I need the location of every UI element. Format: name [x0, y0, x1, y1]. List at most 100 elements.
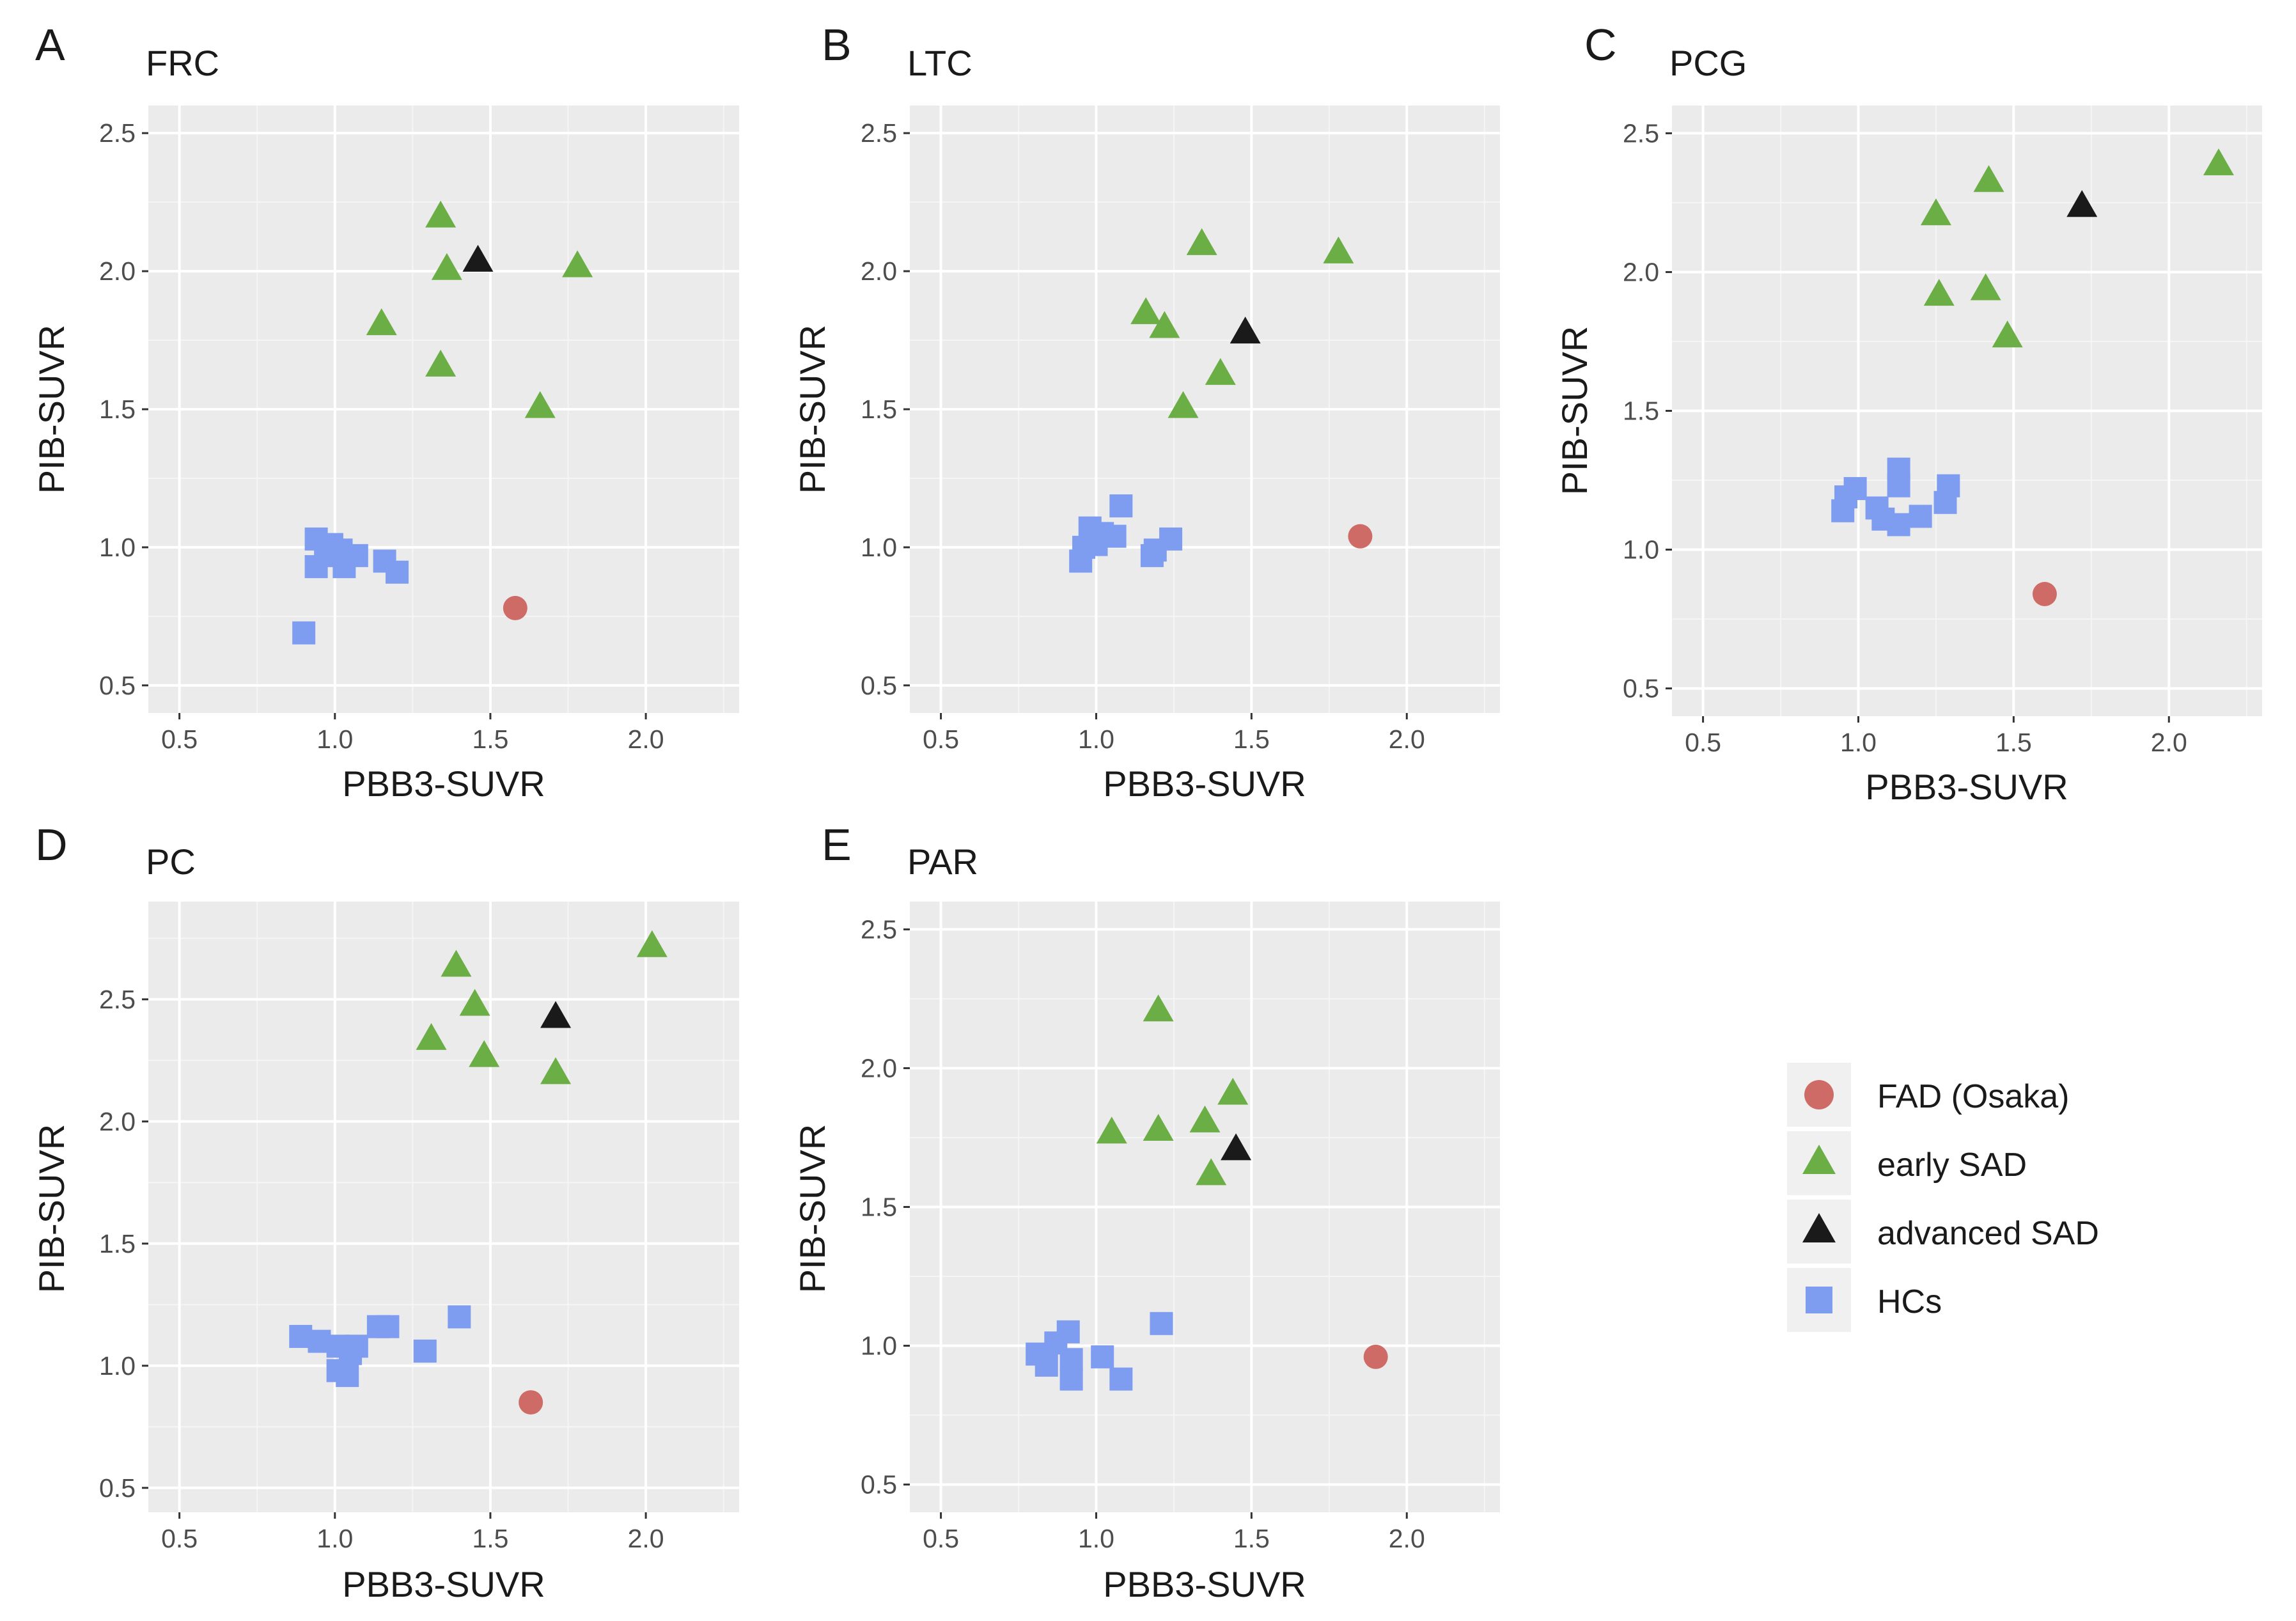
- data-point-early: [1149, 311, 1180, 338]
- y-axis-label-a: PIB-SUVR: [31, 325, 72, 494]
- y-tick-label: 2.5: [1623, 118, 1659, 148]
- x-tick-label: 1.0: [316, 1524, 353, 1553]
- panel-title-a: FRC: [146, 43, 219, 83]
- data-point-early: [416, 1022, 447, 1050]
- legend-label-advanced: advanced SAD: [1877, 1215, 2099, 1252]
- y-tick-label: 1.0: [99, 1351, 136, 1381]
- data-point-early: [1973, 165, 2004, 192]
- panel-letter-b: B: [822, 20, 852, 70]
- x-tick-label: 1.0: [1078, 724, 1114, 754]
- x-tick-label: 1.0: [1078, 1524, 1114, 1553]
- legend-key-hc: [1806, 1287, 1832, 1313]
- data-point-hc: [304, 555, 328, 579]
- data-point-early: [366, 308, 397, 336]
- data-point-early: [1196, 1158, 1227, 1186]
- data-point-early: [469, 1040, 500, 1067]
- data-point-hc: [336, 1364, 359, 1388]
- y-tick-label: 2.0: [99, 256, 136, 286]
- x-tick-label: 2.0: [628, 1524, 664, 1553]
- y-tick-label: 1.5: [861, 395, 897, 424]
- y-tick-label: 2.0: [861, 256, 897, 286]
- x-tick-label: 1.5: [1233, 1524, 1270, 1553]
- scatter-panel-d: 0.5 1.0 1.5 2.0 0.5 1.0 1.5 2.0 2.5: [99, 902, 739, 1553]
- y-tick-label: 2.0: [1623, 257, 1659, 286]
- data-point-advanced: [1221, 1133, 1252, 1161]
- x-axis-label-e: PBB3-SUVR: [1103, 1564, 1306, 1604]
- y-tick-label: 0.5: [861, 671, 897, 700]
- y-tick-label: 2.5: [861, 118, 897, 148]
- y-tick-label: 2.0: [861, 1053, 897, 1083]
- data-point-early: [1168, 391, 1199, 418]
- data-point-fad: [503, 595, 527, 620]
- legend: FAD (Osaka) early SAD advanced SAD HCs: [1787, 1063, 2099, 1332]
- data-point-hc: [1933, 490, 1957, 514]
- y-tick-label: 1.0: [1623, 535, 1659, 565]
- data-point-hc: [1091, 1345, 1114, 1368]
- legend-key-early: [1802, 1145, 1836, 1174]
- scatter-panel-a: 0.5 1.0 1.5 2.0 0.5 1.0 1.5 2.0 2.5: [99, 106, 739, 754]
- data-point-early: [1323, 236, 1354, 263]
- x-tick-label: 1.0: [1840, 728, 1877, 757]
- x-tick-label: 2.0: [2151, 728, 2187, 757]
- y-tick-label: 0.5: [861, 1470, 897, 1500]
- data-point-hc: [1059, 1367, 1083, 1391]
- panel-letter-e: E: [822, 820, 852, 870]
- panel-letter-a: A: [35, 20, 65, 70]
- data-point-early: [1096, 1116, 1127, 1144]
- scatter-panel-b: 0.5 1.0 1.5 2.0 0.5 1.0 1.5 2.0 2.5: [861, 106, 1500, 754]
- x-tick-label: 1.0: [316, 724, 353, 754]
- data-point-early: [1143, 1113, 1174, 1141]
- data-point-hc: [1150, 1312, 1173, 1335]
- legend-label-early: early SAD: [1877, 1147, 2027, 1184]
- panel-title-c: PCG: [1669, 43, 1747, 83]
- y-axis-label-b: PIB-SUVR: [792, 325, 832, 494]
- data-point-hc: [332, 555, 356, 579]
- data-point-advanced: [540, 1001, 572, 1028]
- x-axis-label-d: PBB3-SUVR: [342, 1564, 545, 1604]
- y-tick-label: 2.5: [861, 914, 897, 944]
- data-point-hc: [376, 1315, 400, 1338]
- data-point-hc: [1109, 494, 1133, 518]
- x-tick-label: 1.5: [472, 724, 508, 754]
- x-tick-label: 1.5: [1233, 724, 1270, 754]
- y-axis-label-c: PIB-SUVR: [1554, 326, 1595, 496]
- data-point-hc: [1909, 505, 1932, 528]
- y-tick-label: 2.0: [99, 1107, 136, 1136]
- data-point-hc: [1109, 1367, 1133, 1391]
- panel-title-b: LTC: [907, 43, 972, 83]
- data-point-fad: [519, 1390, 543, 1415]
- y-tick-label: 1.0: [861, 1331, 897, 1361]
- x-tick-label: 0.5: [161, 724, 198, 754]
- plot-area-d: [148, 902, 739, 1512]
- y-tick-label: 1.0: [861, 533, 897, 562]
- data-point-advanced: [1230, 317, 1261, 344]
- data-point-advanced: [2066, 190, 2098, 217]
- data-point-hc: [1140, 544, 1164, 567]
- data-point-hc: [1887, 513, 1910, 536]
- x-axis-label-a: PBB3-SUVR: [342, 764, 545, 804]
- y-tick-label: 2.5: [99, 118, 136, 148]
- data-point-early: [1186, 228, 1217, 255]
- legend-key-advanced: [1802, 1213, 1836, 1242]
- data-point-early: [1205, 357, 1236, 385]
- y-axis-label-d: PIB-SUVR: [31, 1124, 72, 1294]
- x-tick-label: 1.5: [1995, 728, 2032, 757]
- data-point-hc: [1831, 499, 1855, 522]
- y-tick-label: 0.5: [99, 671, 136, 700]
- data-point-early: [1189, 1105, 1221, 1132]
- data-point-hc: [1887, 474, 1910, 497]
- scatter-panel-e: 0.5 1.0 1.5 2.0 0.5 1.0 1.5 2.0 2.5: [861, 902, 1500, 1553]
- panel-letter-c: C: [1584, 20, 1617, 70]
- x-tick-label: 0.5: [923, 1524, 959, 1553]
- data-point-early: [1992, 320, 2023, 348]
- y-tick-label: 1.5: [99, 395, 136, 424]
- data-point-early: [524, 391, 556, 418]
- data-point-early: [562, 250, 593, 278]
- data-point-hc: [413, 1339, 437, 1363]
- x-tick-label: 2.0: [628, 724, 664, 754]
- panel-title-e: PAR: [907, 842, 978, 882]
- data-point-hc: [1069, 549, 1093, 573]
- y-tick-label: 1.5: [861, 1193, 897, 1222]
- x-tick-label: 2.0: [1389, 1524, 1425, 1553]
